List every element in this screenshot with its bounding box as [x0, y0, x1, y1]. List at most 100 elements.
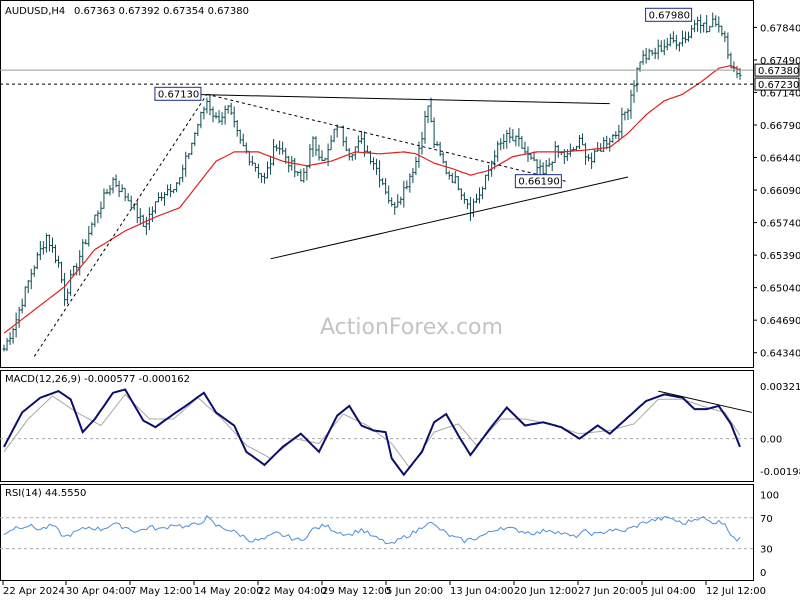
ohlc-bar	[169, 183, 173, 198]
ohlc-bar	[581, 133, 585, 146]
ohlc-bar	[568, 143, 572, 157]
ohlc-bar	[44, 233, 48, 253]
time-tick-label: 30 Apr 04:00	[66, 586, 131, 597]
rsi-tick-label: 100	[760, 491, 779, 502]
ohlc-bar	[296, 171, 300, 177]
price-tick-label: 0.67140	[760, 88, 800, 99]
dashed-trendline	[206, 93, 568, 183]
ohlc-bar	[129, 195, 133, 209]
ohlc-bar	[72, 265, 76, 277]
ohlc-bar	[117, 180, 121, 197]
ohlc-bar	[99, 201, 103, 219]
ohlc-bar	[459, 188, 463, 201]
time-tick-label: 27 Jun 20:00	[578, 586, 642, 597]
ohlc-bar	[702, 22, 706, 33]
ohlc-bar	[517, 128, 521, 147]
ohlc-bar	[538, 159, 542, 175]
ohlc-bar	[420, 131, 424, 155]
ohlc-bar	[253, 162, 257, 172]
ohlc-bar	[163, 192, 167, 206]
ohlc-bar	[269, 155, 273, 175]
price-tick-label: 0.65390	[760, 251, 800, 262]
price-tick-label: 0.67490	[760, 56, 800, 67]
ohlc-bar	[266, 161, 270, 179]
macd-tick-label: 0.003216	[760, 382, 800, 393]
watermark: ActionForex.com	[320, 315, 503, 340]
price-overlays: 0.67980 0.67130 0.66190	[0, 7, 753, 357]
ohlc-bar	[447, 170, 451, 180]
trendline	[185, 93, 610, 105]
ohlc-bar	[717, 16, 721, 33]
ohlc-bar	[284, 147, 288, 164]
rsi-panel: 100 70 30 0	[0, 491, 779, 579]
ohlc-bar	[647, 48, 651, 61]
ohlc-bar	[141, 214, 145, 228]
ohlc-bar	[608, 137, 612, 152]
ohlc-bar	[299, 169, 303, 182]
ohlc-bar	[659, 40, 663, 53]
ohlc-bar	[487, 164, 491, 181]
ohlc-bar	[281, 141, 285, 155]
ohlc-bar	[505, 130, 509, 149]
ohlc-bar	[5, 337, 9, 352]
ohlc-bar	[217, 110, 221, 124]
annotation-label: 0.67980	[649, 10, 690, 21]
ohlc-bar	[311, 136, 315, 158]
ohlc-bar	[375, 158, 379, 175]
ohlc-bar	[465, 198, 469, 210]
ohlc-bar	[677, 42, 681, 52]
macd-panel-frame	[0, 370, 754, 482]
time-tick-label: 22 Apr 2024	[3, 586, 65, 597]
ohlc-bar	[617, 125, 621, 142]
ohlc-bar	[220, 112, 224, 125]
ohlc-bar	[250, 155, 254, 166]
ohlc-bar	[278, 140, 282, 155]
ohlc-bar	[614, 131, 618, 139]
price-tick-label: 0.64690	[760, 316, 800, 327]
ohlc-bar	[668, 33, 672, 47]
ohlc-bar	[384, 178, 388, 195]
ohlc-bar	[153, 201, 157, 214]
ohlc-bar	[577, 135, 581, 150]
ohlc-bar	[396, 194, 400, 208]
price-bars	[2, 12, 742, 352]
ohlc-bar	[502, 133, 506, 150]
ohlc-bar	[138, 208, 142, 225]
ohlc-bar	[232, 106, 236, 128]
ohlc-bar	[175, 182, 179, 193]
ohlc-bar	[35, 252, 39, 270]
rsi-panel-frame	[0, 484, 754, 581]
ohlc-bar	[69, 269, 73, 297]
ohlc-bar	[408, 173, 412, 193]
ohlc-bar	[126, 193, 130, 202]
ohlc-bar	[96, 210, 100, 224]
ohlc-bar	[387, 185, 391, 204]
ohlc-bar	[359, 130, 363, 144]
ohlc-bar	[456, 176, 460, 191]
ohlc-bar	[365, 145, 369, 153]
ohlc-bar	[353, 146, 357, 160]
time-axis: 22 Apr 2024 30 Apr 04:007 May 12:00 14 May…	[2, 581, 766, 597]
ohlc-bar	[159, 192, 163, 201]
ohlc-bar	[602, 137, 606, 153]
ohlc-bar	[156, 192, 160, 203]
ohlc-bar	[535, 159, 539, 175]
ohlc-bar	[214, 112, 218, 119]
time-tick-label: 7 May 12:00	[130, 586, 192, 597]
ohlc-bar	[57, 255, 61, 268]
macd-title: MACD(12,26,9) -0.000577 -0.000162	[5, 374, 190, 385]
ohlc-bar	[674, 34, 678, 50]
ohlc-bar	[708, 25, 712, 33]
ohlc-bar	[523, 141, 527, 155]
ohlc-bar	[181, 164, 185, 183]
ohlc-bar	[223, 105, 227, 125]
ohlc-bar	[308, 143, 312, 169]
ohlc-bar	[329, 135, 333, 151]
ohlc-bar	[626, 108, 630, 121]
ohlc-bar	[166, 184, 170, 196]
ohlc-bar	[544, 160, 548, 175]
ohlc-bar	[405, 180, 409, 190]
ohlc-bar	[262, 172, 266, 184]
macd-signal-line	[3, 393, 741, 470]
